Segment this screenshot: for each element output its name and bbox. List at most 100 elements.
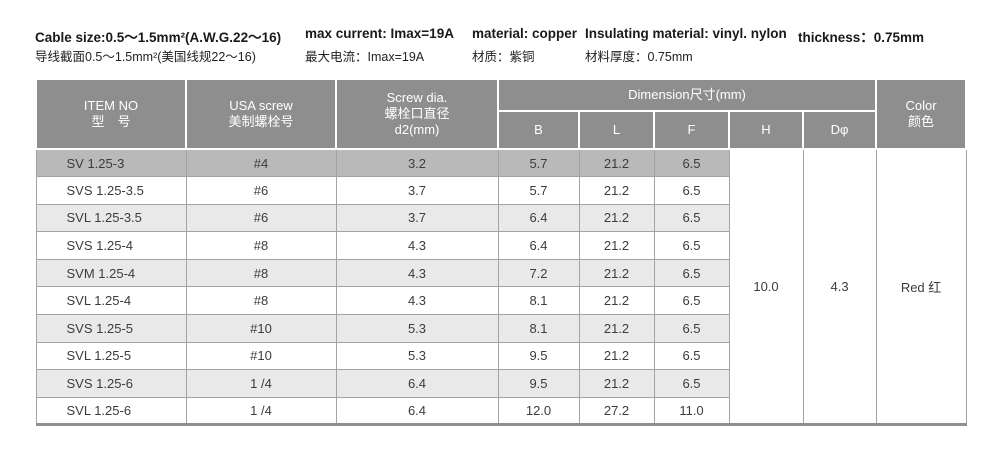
col-header-color: Color 颜色 bbox=[875, 78, 968, 150]
cell-b: 9.5 bbox=[497, 341, 580, 371]
col-header-b: B bbox=[497, 110, 580, 150]
col-header-screw-dia-cn: 螺栓口直径 bbox=[384, 105, 450, 121]
cell-screw-dia: 6.4 bbox=[335, 396, 499, 427]
cell-screw-dia: 5.3 bbox=[335, 341, 499, 371]
col-header-item-no: ITEM NO 型 号 bbox=[35, 78, 187, 150]
cell-f: 6.5 bbox=[653, 369, 730, 398]
cell-usa-screw: #6 bbox=[185, 176, 337, 205]
cell-item: SV 1.25-3 bbox=[35, 148, 187, 178]
col-header-usa-screw-cn: 美制螺栓号 bbox=[228, 114, 294, 129]
table-row: SVS 1.25-5 #10 5.3 8.1 21.2 6.5 bbox=[35, 314, 966, 343]
cell-usa-screw: 1 /4 bbox=[185, 369, 337, 398]
note-max-current-en: max current: Imax=19A bbox=[305, 26, 454, 41]
cell-screw-dia: 5.3 bbox=[335, 314, 499, 343]
table-row: SVL 1.25-3.5 #6 3.7 6.4 21.2 6.5 bbox=[35, 203, 966, 233]
cell-usa-screw: 1 /4 bbox=[185, 396, 337, 427]
note-thickness-en: thickness：0.75mm bbox=[798, 30, 925, 45]
cell-usa-screw: #6 bbox=[185, 203, 337, 233]
spec-table-body: SV 1.25-3 #4 3.2 5.7 21.2 6.5 10.0 4.3 Red 红 SVS … bbox=[35, 148, 967, 427]
cell-item: SVL 1.25-4 bbox=[35, 286, 187, 316]
cell-b: 5.7 bbox=[497, 176, 580, 205]
spec-table: ITEM NO 型 号 USA screw 美制螺栓号 Screw dia. 螺… bbox=[35, 78, 968, 427]
cell-b: 8.1 bbox=[497, 314, 580, 343]
cell-d-phi-merged: 4.3 bbox=[802, 149, 877, 427]
table-row: SVL 1.25-6 1 /4 6.4 12.0 27.2 11.0 bbox=[35, 396, 966, 427]
cell-usa-screw: #4 bbox=[185, 148, 337, 178]
cell-screw-dia: 4.3 bbox=[335, 286, 499, 316]
col-header-color-cn: 颜色 bbox=[908, 114, 935, 129]
cell-l: 21.2 bbox=[578, 203, 655, 233]
note-material-cn: 材质：紫铜 bbox=[472, 50, 535, 64]
cell-screw-dia: 3.7 bbox=[335, 203, 499, 233]
cell-f: 6.5 bbox=[653, 203, 730, 233]
cell-f: 6.5 bbox=[653, 286, 730, 316]
table-row: SV 1.25-3 #4 3.2 5.7 21.2 6.5 10.0 4.3 Red 红 bbox=[35, 148, 967, 427]
col-header-usa-screw-en: USA screw bbox=[229, 97, 293, 113]
cell-l: 21.2 bbox=[578, 258, 655, 288]
table-row: SVM 1.25-4 #8 4.3 7.2 21.2 6.5 bbox=[35, 258, 966, 288]
cell-screw-dia: 6.4 bbox=[335, 369, 499, 398]
cell-item: SVS 1.25-5 bbox=[35, 314, 187, 343]
cell-usa-screw: #8 bbox=[185, 286, 337, 316]
cell-usa-screw: #10 bbox=[185, 314, 337, 343]
cell-l: 21.2 bbox=[578, 286, 655, 316]
cell-b: 8.1 bbox=[497, 286, 580, 316]
cell-f: 6.5 bbox=[653, 341, 730, 371]
cell-item: SVL 1.25-6 bbox=[35, 396, 187, 427]
col-header-screw-dia-en: Screw dia. bbox=[386, 89, 448, 105]
cell-color-merged: Red 红 bbox=[875, 149, 967, 427]
col-header-screw-dia-d2: d2(mm) bbox=[394, 122, 440, 138]
cell-usa-screw: #10 bbox=[185, 341, 337, 371]
col-header-h: H bbox=[728, 110, 804, 150]
cell-b: 5.7 bbox=[497, 148, 580, 178]
col-header-d-phi: Dφ bbox=[801, 110, 878, 150]
cell-b: 6.4 bbox=[497, 231, 580, 260]
cell-l: 21.2 bbox=[578, 176, 655, 205]
cell-b: 9.5 bbox=[497, 369, 580, 398]
col-header-item-no-cn: 型 号 bbox=[91, 114, 131, 129]
spec-table-header: ITEM NO 型 号 USA screw 美制螺栓号 Screw dia. 螺… bbox=[35, 78, 968, 150]
cell-b: 12.0 bbox=[497, 396, 580, 427]
col-header-l: L bbox=[578, 110, 655, 150]
cell-usa-screw: #8 bbox=[185, 258, 337, 288]
cell-screw-dia: 4.3 bbox=[335, 231, 499, 260]
cell-f: 6.5 bbox=[653, 231, 730, 260]
note-material-en: material: copper bbox=[472, 26, 578, 41]
cell-l: 27.2 bbox=[578, 396, 655, 427]
cell-item: SVL 1.25-5 bbox=[35, 341, 187, 371]
note-thickness-cn: 材料厚度：0.75mm bbox=[585, 50, 693, 64]
col-header-item-no-en: ITEM NO bbox=[83, 97, 139, 113]
cell-f: 6.5 bbox=[653, 176, 730, 205]
cell-h-merged: 10.0 bbox=[728, 149, 804, 427]
note-cable-size-en: Cable size:0.5～1.5mm²(A.W.G.22～16) bbox=[35, 30, 282, 45]
cell-item: SVL 1.25-3.5 bbox=[35, 203, 187, 233]
cell-l: 21.2 bbox=[578, 148, 655, 178]
cell-item: SVM 1.25-4 bbox=[35, 258, 187, 288]
cell-b: 6.4 bbox=[497, 203, 580, 233]
table-row: SVS 1.25-4 #8 4.3 6.4 21.2 6.5 bbox=[35, 231, 966, 260]
cell-screw-dia: 3.2 bbox=[335, 148, 499, 178]
note-insulating-en: Insulating material: vinyl. nylon bbox=[585, 26, 787, 41]
cell-screw-dia: 3.7 bbox=[335, 176, 499, 205]
col-header-usa-screw: USA screw 美制螺栓号 bbox=[185, 78, 337, 150]
note-max-current-cn: 最大电流：Imax=19A bbox=[305, 50, 425, 64]
table-row: SVS 1.25-6 1 /4 6.4 9.5 21.2 6.5 bbox=[35, 369, 966, 398]
col-header-dimension: Dimension尺寸(mm) bbox=[496, 78, 878, 112]
cell-l: 21.2 bbox=[578, 369, 655, 398]
cell-item: SVS 1.25-4 bbox=[35, 231, 187, 260]
cell-item: SVS 1.25-3.5 bbox=[35, 176, 187, 205]
cell-l: 21.2 bbox=[578, 314, 655, 343]
cell-f: 6.5 bbox=[653, 258, 730, 288]
col-header-color-en: Color bbox=[905, 97, 937, 113]
col-header-screw-dia: Screw dia. 螺栓口直径 d2(mm) bbox=[335, 78, 499, 150]
cell-item: SVS 1.25-6 bbox=[35, 369, 187, 398]
table-row: SVL 1.25-5 #10 5.3 9.5 21.2 6.5 bbox=[35, 341, 966, 371]
cell-screw-dia: 4.3 bbox=[335, 258, 499, 288]
cell-f: 6.5 bbox=[653, 314, 730, 343]
cell-f: 6.5 bbox=[653, 148, 730, 178]
cell-usa-screw: #8 bbox=[185, 231, 337, 260]
table-row: SVS 1.25-3.5 #6 3.7 5.7 21.2 6.5 bbox=[35, 176, 966, 205]
cell-b: 7.2 bbox=[497, 258, 580, 288]
cell-l: 21.2 bbox=[578, 231, 655, 260]
